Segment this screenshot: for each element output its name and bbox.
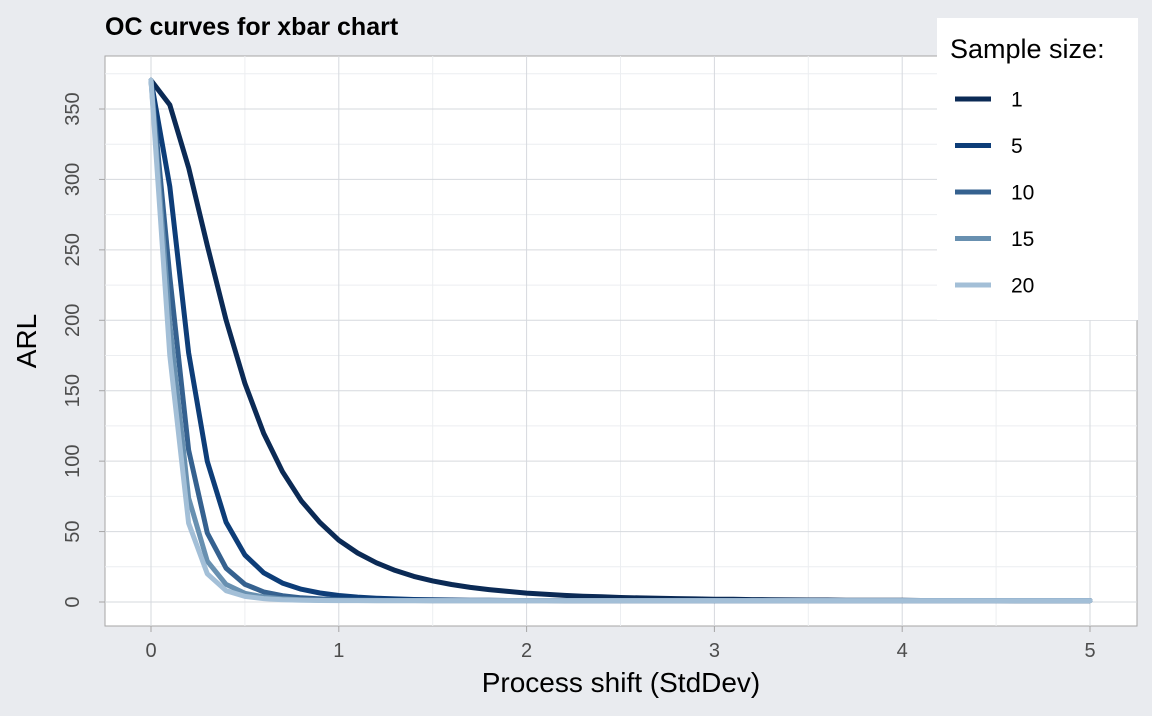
- legend-title: Sample size:: [950, 34, 1105, 64]
- series-lines: [148, 77, 1093, 604]
- series-line-20: [148, 77, 1093, 604]
- chart-title: OC curves for xbar chart: [105, 13, 399, 41]
- legend-label: 1: [1011, 89, 1023, 112]
- x-tick-label: 5: [1084, 640, 1095, 662]
- legend-label: 10: [1011, 182, 1034, 205]
- y-tick-label: 200: [62, 304, 84, 337]
- y-tick-label: 150: [62, 374, 84, 407]
- legend-label: 5: [1011, 135, 1023, 158]
- grid: [105, 56, 1137, 626]
- x-tick-label: 3: [709, 640, 720, 662]
- y-tick-label: 250: [62, 233, 84, 266]
- y-axis-label: ARL: [11, 314, 42, 368]
- x-tick-label: 2: [521, 640, 532, 662]
- y-tick-label: 100: [62, 444, 84, 477]
- x-tick-label: 4: [897, 640, 908, 662]
- y-tick-label: 300: [62, 163, 84, 196]
- y-tick-label: 50: [62, 520, 84, 542]
- y-tick-label: 350: [62, 92, 84, 125]
- x-axis-label: Process shift (StdDev): [482, 667, 761, 698]
- x-tick-label: 0: [145, 640, 156, 662]
- x-tick-label: 1: [333, 640, 344, 662]
- legend-label: 15: [1011, 228, 1034, 251]
- legend-box: [937, 18, 1138, 320]
- legend-label: 20: [1011, 275, 1034, 298]
- y-tick-label: 0: [62, 596, 84, 607]
